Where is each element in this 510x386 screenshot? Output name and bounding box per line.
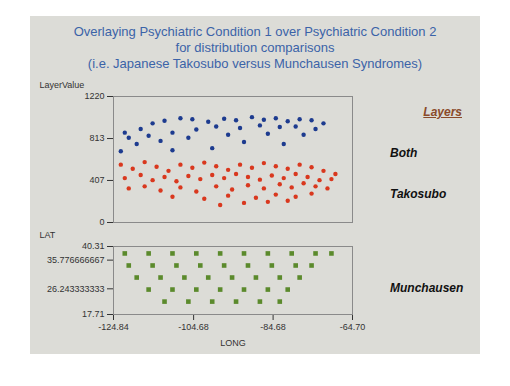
svg-text:LONG: LONG bbox=[220, 338, 246, 348]
svg-text:-64.70: -64.70 bbox=[340, 322, 366, 332]
html-text:Overlaying Psychiatric Conditi: Overlaying Psychiatric Condition 1 over … bbox=[73, 24, 437, 39]
svg-text:40.31: 40.31 bbox=[82, 241, 105, 251]
svg-text:0: 0 bbox=[99, 217, 104, 227]
html-text:Munchausen: Munchausen bbox=[390, 281, 464, 295]
html-text:Layers: Layers bbox=[423, 105, 462, 119]
html-text:for distribution comparisons: for distribution comparisons bbox=[175, 40, 335, 55]
html-text:Both: Both bbox=[390, 146, 418, 160]
svg-text:407: 407 bbox=[89, 175, 104, 185]
svg-text:17.71: 17.71 bbox=[82, 309, 105, 319]
svg-text:813: 813 bbox=[89, 133, 104, 143]
html-text:Takosubo: Takosubo bbox=[390, 187, 447, 201]
svg-text:LAT: LAT bbox=[40, 230, 56, 240]
svg-text:-104.68: -104.68 bbox=[178, 322, 209, 332]
svg-text:-84.68: -84.68 bbox=[260, 322, 286, 332]
svg-text:-124.84: -124.84 bbox=[98, 322, 129, 332]
svg-text:LayerValue: LayerValue bbox=[40, 80, 85, 90]
html-text:(i.e. Japanese Takosubo versus: (i.e. Japanese Takosubo versus Munchause… bbox=[87, 56, 423, 71]
svg-text:1220: 1220 bbox=[84, 91, 104, 101]
svg-text:26.243333333: 26.243333333 bbox=[47, 284, 105, 294]
svg-text:35.776666667: 35.776666667 bbox=[47, 255, 105, 265]
